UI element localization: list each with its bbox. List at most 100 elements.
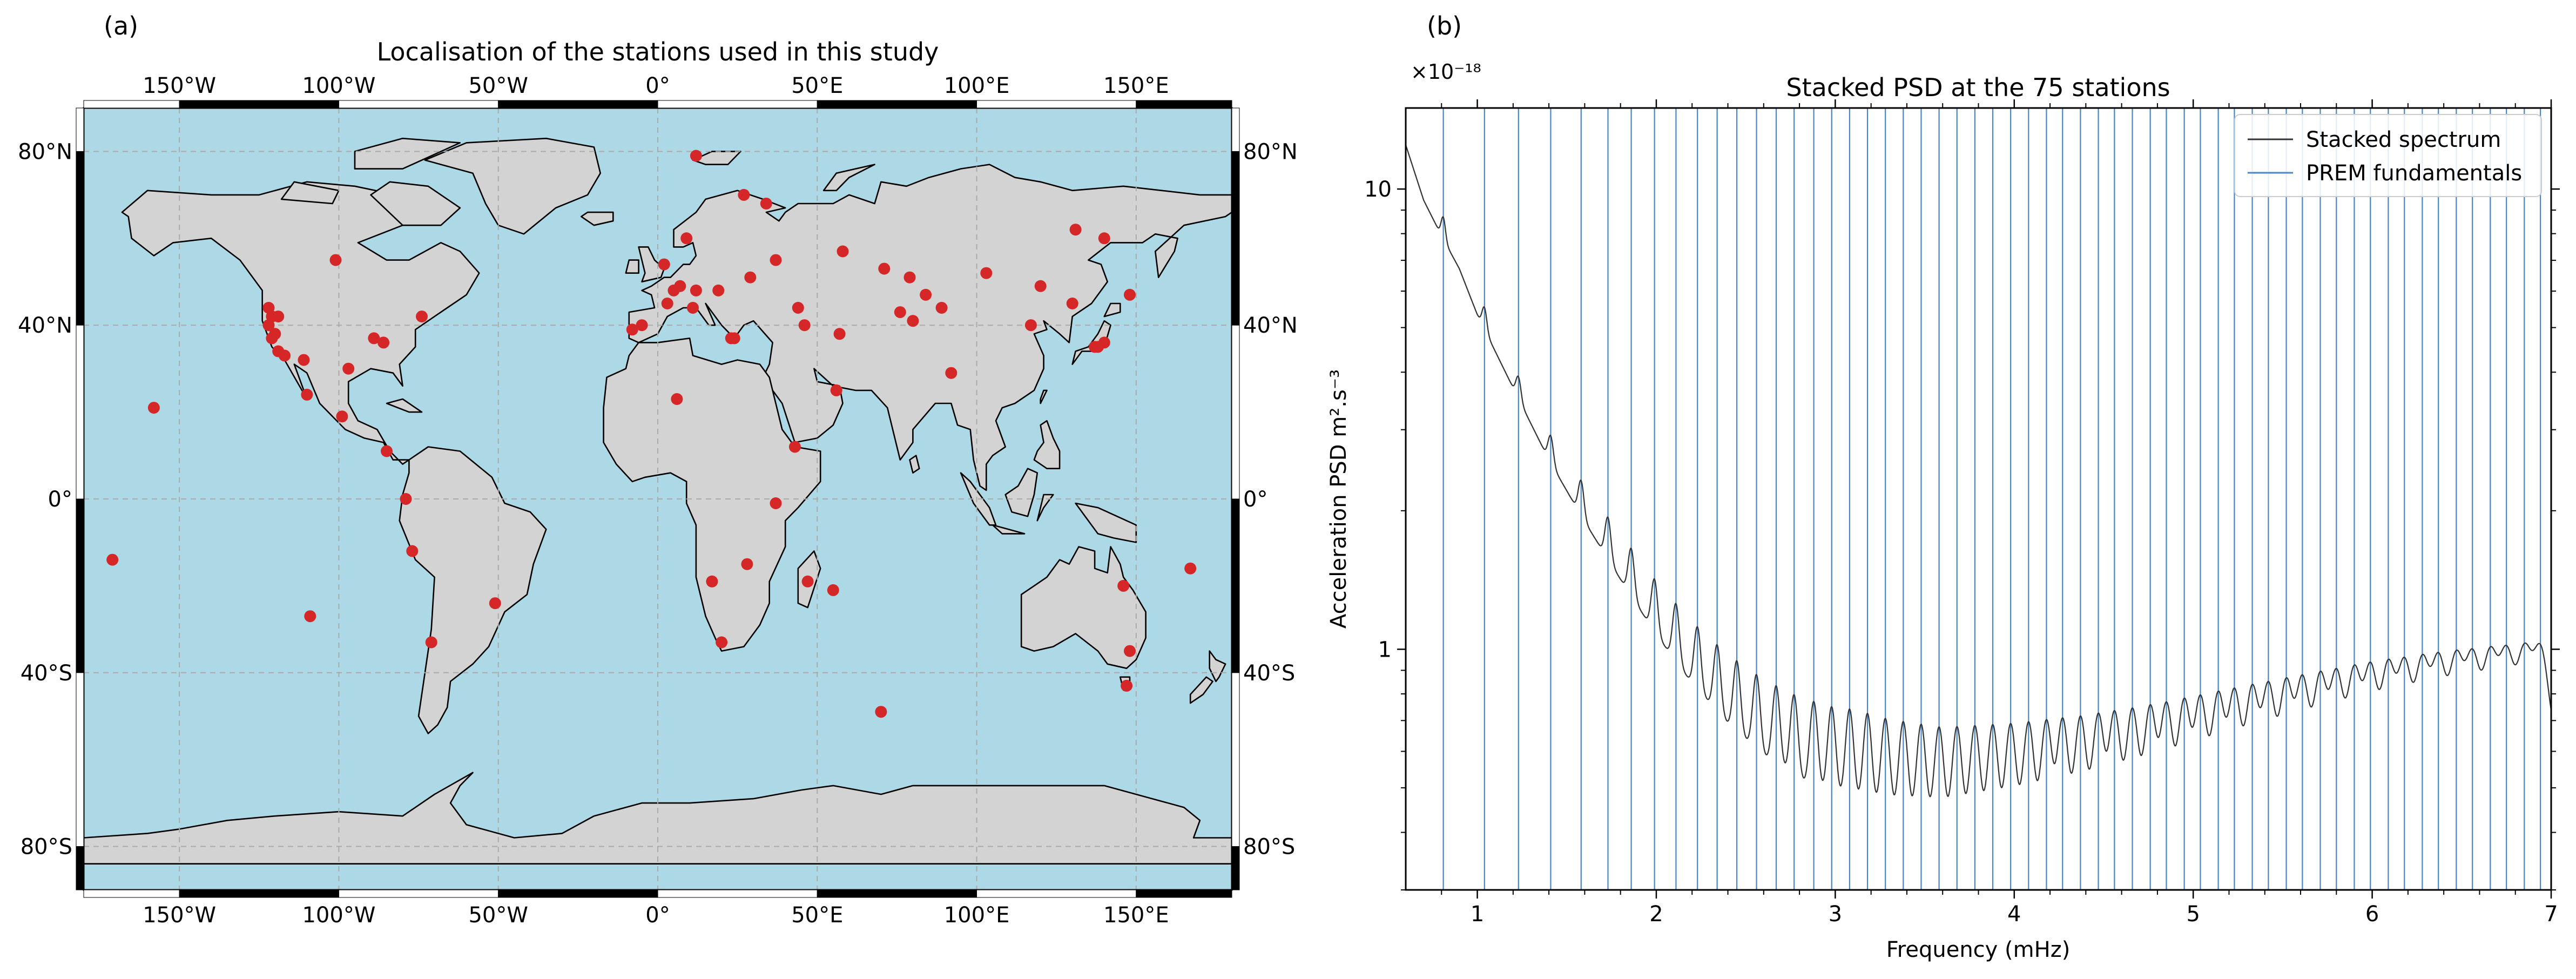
frame-band-left: [76, 498, 84, 673]
lon-tick-label-bottom: 0°: [645, 903, 670, 928]
station-marker: [1024, 319, 1037, 332]
station-marker: [489, 597, 501, 610]
station-marker: [1066, 298, 1078, 309]
station-markers: [106, 150, 1197, 718]
y-tick-label: 1: [1378, 637, 1392, 662]
station-marker: [744, 271, 757, 283]
psd-y-ticks: 10 1: [1364, 177, 2560, 890]
station-marker: [760, 198, 772, 210]
station-marker: [416, 310, 428, 323]
frame-band-bottom: [657, 889, 818, 898]
psd-x-ticks: 1 2 3 4 5 6 7: [1441, 99, 2558, 927]
station-marker: [741, 558, 753, 570]
frame-band-top: [817, 100, 977, 109]
station-marker: [1034, 280, 1047, 292]
lon-tick-label-top: 100°E: [944, 73, 1010, 98]
x-tick-label: 1: [1471, 902, 1484, 927]
station-marker: [272, 310, 285, 323]
station-marker: [336, 410, 348, 423]
landmass-taiwan: [1040, 389, 1048, 404]
station-marker: [406, 545, 419, 557]
frame-band-left: [76, 325, 84, 499]
landmass-philippines: [1033, 420, 1061, 469]
station-marker: [830, 384, 842, 396]
station-marker: [304, 610, 316, 623]
station-marker: [788, 441, 801, 453]
station-marker: [920, 288, 932, 301]
landmass-ireland: [625, 259, 639, 274]
landmass-britain: [638, 246, 665, 283]
station-marker: [792, 302, 804, 314]
station-marker: [725, 332, 737, 345]
station-marker: [342, 362, 355, 375]
landmass-japan: [1071, 320, 1111, 365]
station-marker: [875, 706, 887, 718]
frame-band-bottom: [817, 889, 977, 898]
psd-legend: Stacked spectrum PREM fundamentals: [2234, 114, 2542, 197]
landmass-new-guinea: [1075, 502, 1137, 543]
station-marker: [329, 254, 342, 266]
station-marker: [1089, 341, 1101, 353]
frame-band-bottom: [179, 889, 339, 898]
station-marker: [1069, 224, 1082, 236]
x-tick-label: 4: [2007, 902, 2021, 927]
station-marker: [262, 319, 275, 332]
lat-tick-label-right: 0°: [1243, 487, 1267, 512]
frame-band-top: [83, 100, 180, 109]
lon-tick-label-bottom: 100°W: [302, 903, 375, 928]
landmass-north-america: [121, 181, 480, 465]
lat-tick-label-right: 80°S: [1243, 835, 1295, 860]
legend-label-spectrum: Stacked spectrum: [2306, 127, 2501, 152]
landmass-eurasia: [628, 164, 1233, 491]
station-marker: [680, 232, 693, 245]
x-tick-label: 2: [1649, 902, 1663, 927]
frame-band-bottom: [83, 889, 180, 898]
landmass-sulawesi: [1036, 494, 1054, 522]
station-marker: [980, 267, 993, 279]
station-marker: [667, 284, 680, 296]
x-tick-label: 3: [1829, 902, 1842, 927]
psd-plot-area: [1406, 108, 2551, 890]
station-marker: [878, 262, 891, 275]
frame-band-right: [1231, 151, 1240, 326]
x-tick-label: 6: [2365, 902, 2379, 927]
frame-band-top: [976, 100, 1137, 109]
landmass-new-zealand-south: [1189, 676, 1213, 704]
station-marker: [661, 298, 673, 309]
station-marker: [687, 302, 699, 314]
prem-fundamental-lines: [1442, 108, 2541, 890]
station-marker: [1117, 579, 1130, 592]
landmass-greenland: [424, 138, 601, 235]
lon-tick-label-bottom: 150°W: [143, 903, 216, 928]
station-marker: [837, 245, 849, 258]
station-marker: [935, 302, 948, 314]
station-marker: [266, 332, 278, 345]
landmass-iceland: [581, 211, 614, 226]
lon-tick-label-top: 100°W: [302, 73, 375, 98]
landmass-cuba: [386, 398, 423, 413]
landmass-ellesmere: [354, 138, 461, 170]
map-lat-tick-labels: 80°N 80°N 40°N 40°N 0° 0° 40°S 40°S 80°S 80°S: [18, 139, 1298, 859]
lon-tick-label-bottom: 50°W: [468, 903, 528, 928]
station-marker: [798, 319, 811, 332]
station-marker: [368, 332, 380, 345]
landmass-sri-lanka: [909, 455, 920, 474]
station-marker: [106, 553, 119, 566]
station-marker: [147, 402, 160, 414]
station-marker: [716, 636, 728, 649]
frame-band-bottom: [498, 889, 658, 898]
frame-band-top: [338, 100, 499, 109]
landmass-hokkaido: [1103, 302, 1121, 318]
legend-box: [2234, 114, 2542, 197]
lat-tick-label-left: 0°: [48, 487, 72, 512]
landmass-africa: [603, 337, 821, 652]
lon-tick-label-top: 150°W: [143, 73, 216, 98]
psd-y-multiplier: ×10⁻¹⁸: [1411, 60, 1481, 84]
frame-band-top: [657, 100, 818, 109]
station-marker: [301, 388, 313, 401]
frame-band-bottom: [338, 889, 499, 898]
stacked-spectrum-line: [1405, 145, 2552, 798]
station-marker: [945, 367, 957, 379]
station-marker: [381, 445, 393, 457]
